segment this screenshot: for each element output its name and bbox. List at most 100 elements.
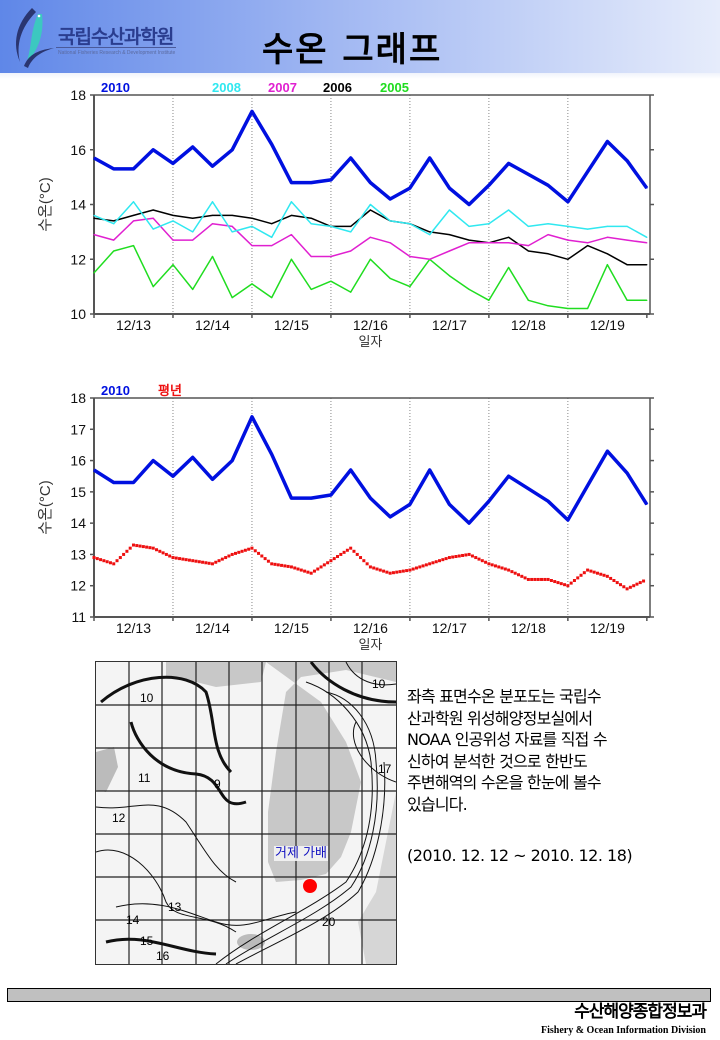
data-point bbox=[359, 556, 363, 560]
legend-backing bbox=[378, 81, 420, 94]
observation-period: (2010. 12. 12 ~ 2010. 12. 18) bbox=[407, 846, 633, 865]
data-point bbox=[520, 574, 524, 578]
data-point bbox=[448, 250, 450, 252]
data-point bbox=[211, 214, 214, 217]
data-point bbox=[289, 565, 293, 569]
data-point bbox=[192, 456, 194, 459]
data-point bbox=[372, 566, 376, 570]
data-point bbox=[184, 558, 188, 562]
description-line: 주변해역의 수온을 한눈에 볼수 bbox=[407, 773, 602, 792]
data-point bbox=[484, 560, 488, 564]
data-point bbox=[273, 562, 277, 566]
data-point bbox=[237, 550, 241, 554]
data-point bbox=[527, 173, 529, 175]
data-point bbox=[599, 572, 603, 576]
data-point bbox=[553, 580, 557, 584]
data-point bbox=[389, 516, 391, 518]
data-point bbox=[172, 214, 174, 217]
contour-label: 14 bbox=[126, 913, 140, 927]
data-point bbox=[135, 544, 139, 548]
data-point bbox=[567, 519, 569, 521]
data-point bbox=[211, 223, 214, 225]
y-tick-label: 11 bbox=[71, 609, 86, 625]
data-point bbox=[231, 149, 233, 151]
data-point bbox=[290, 214, 293, 217]
data-point bbox=[210, 562, 214, 566]
data-point bbox=[530, 577, 534, 581]
data-point bbox=[132, 220, 135, 222]
data-point bbox=[567, 239, 569, 241]
x-tick-label: 12/15 bbox=[274, 317, 309, 333]
contour-label: 10 bbox=[372, 677, 386, 691]
data-point bbox=[152, 228, 154, 230]
legend-entry: 2010 bbox=[101, 383, 130, 398]
data-point bbox=[141, 545, 145, 549]
page-title: 수온 그래프 bbox=[262, 30, 443, 70]
footer-division-kr: 수산해양종합정보과 bbox=[574, 1002, 707, 1022]
x-tick-label: 12/18 bbox=[511, 317, 546, 333]
data-point bbox=[646, 503, 648, 505]
data-point bbox=[168, 554, 172, 558]
data-point bbox=[409, 503, 411, 505]
data-point bbox=[566, 584, 570, 588]
data-point bbox=[375, 567, 379, 571]
data-point bbox=[303, 569, 307, 573]
data-point bbox=[93, 272, 95, 274]
data-point bbox=[523, 576, 527, 580]
data-point bbox=[487, 562, 491, 566]
data-point bbox=[105, 560, 109, 564]
data-point bbox=[605, 574, 609, 578]
y-tick-label: 14 bbox=[70, 197, 86, 213]
data-point bbox=[549, 579, 553, 582]
data-point bbox=[290, 258, 293, 260]
data-point bbox=[113, 220, 115, 222]
data-point bbox=[431, 561, 435, 565]
data-point bbox=[231, 214, 233, 217]
x-tick-label: 12/19 bbox=[590, 620, 625, 636]
data-point bbox=[389, 198, 391, 200]
data-point bbox=[546, 577, 550, 581]
data-point bbox=[148, 546, 152, 550]
data-point bbox=[132, 244, 135, 247]
data-point bbox=[310, 217, 312, 219]
data-point bbox=[369, 497, 372, 499]
data-point bbox=[646, 242, 648, 244]
data-point bbox=[92, 556, 96, 560]
data-point bbox=[428, 562, 432, 566]
legend-entry: 2006 bbox=[323, 80, 352, 95]
x-tick-label: 12/17 bbox=[432, 620, 467, 636]
data-point bbox=[429, 231, 431, 233]
description-line: NOAA 인공위성 자료를 직접 수 bbox=[407, 730, 608, 749]
fish-logo-icon bbox=[16, 8, 54, 68]
data-point bbox=[625, 587, 629, 591]
data-point bbox=[567, 307, 569, 310]
sst-distribution-map: 10 11 9 12 13 14 15 16 17 10 20 거제 가배 bbox=[95, 661, 397, 965]
chart-2010-vs-normal: 11 12 13 14 15 16 17 18 12/13 12/14 12/15 12/16 12/1… bbox=[37, 383, 654, 652]
y-tick-label: 17 bbox=[70, 421, 86, 437]
data-point bbox=[493, 564, 497, 568]
data-point bbox=[93, 469, 95, 471]
series-line-2010 bbox=[93, 109, 649, 207]
data-point bbox=[468, 242, 470, 244]
y-tick-label: 10 bbox=[70, 306, 86, 322]
data-point bbox=[240, 549, 244, 553]
series-normal bbox=[92, 543, 646, 591]
data-point bbox=[250, 546, 254, 550]
data-point bbox=[350, 250, 352, 252]
data-point bbox=[587, 485, 589, 487]
data-point bbox=[646, 187, 648, 189]
data-point bbox=[586, 568, 590, 572]
contour-label: 20 bbox=[322, 915, 336, 929]
legend-backing bbox=[156, 384, 180, 397]
data-point bbox=[508, 266, 510, 269]
contour-label: 16 bbox=[156, 949, 170, 963]
data-point bbox=[454, 555, 458, 559]
legend-entry: 2005 bbox=[380, 80, 409, 95]
data-point bbox=[192, 217, 194, 219]
data-point bbox=[231, 225, 233, 227]
data-point bbox=[626, 472, 628, 474]
data-point bbox=[271, 143, 273, 145]
data-point bbox=[253, 549, 257, 553]
data-point bbox=[220, 557, 224, 561]
data-point bbox=[540, 577, 544, 581]
